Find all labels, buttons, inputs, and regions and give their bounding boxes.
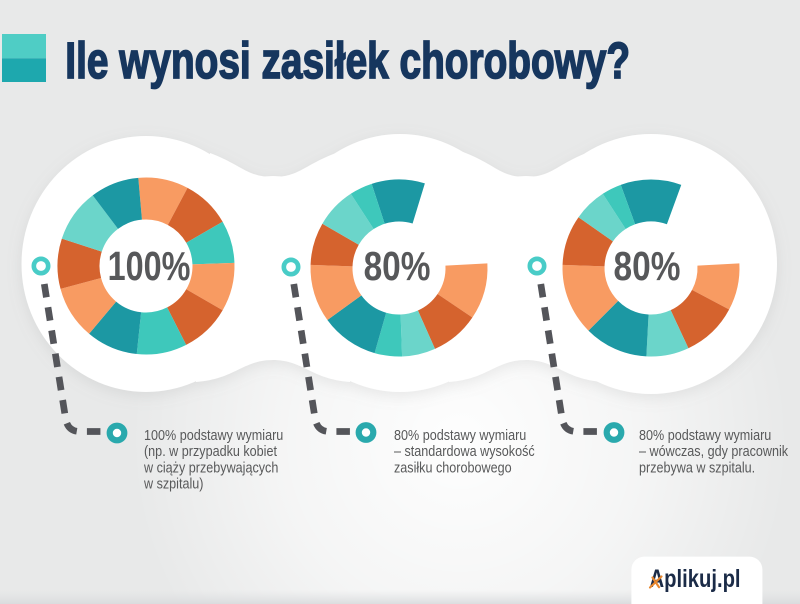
svg-text:80% podstawy wymiaru: 80% podstawy wymiaru xyxy=(639,426,771,443)
svg-text:Aplikuj.pl: Aplikuj.pl xyxy=(650,564,741,593)
svg-text:zasiłku chorobowego: zasiłku chorobowego xyxy=(394,458,512,475)
svg-text:100%: 100% xyxy=(108,243,191,288)
svg-text:80%: 80% xyxy=(614,243,681,289)
svg-text:przebywa w szpitalu.: przebywa w szpitalu. xyxy=(639,458,755,475)
svg-text:Ile wynosi zasiłek chorobowy?: Ile wynosi zasiłek chorobowy? xyxy=(65,32,630,89)
svg-text:80% podstawy wymiaru: 80% podstawy wymiaru xyxy=(394,426,526,443)
svg-text:100% podstawy wymiaru: 100% podstawy wymiaru xyxy=(144,426,283,443)
svg-text:80%: 80% xyxy=(364,243,431,289)
svg-text:w ciąży przebywających: w ciąży przebywających xyxy=(143,458,278,475)
svg-text:(np. w przypadku kobiet: (np. w przypadku kobiet xyxy=(144,442,277,459)
svg-text:– standardowa wysokość: – standardowa wysokość xyxy=(394,442,535,459)
svg-text:– wówczas, gdy pracownik: – wówczas, gdy pracownik xyxy=(639,442,788,459)
svg-text:w szpitalu): w szpitalu) xyxy=(143,475,203,492)
